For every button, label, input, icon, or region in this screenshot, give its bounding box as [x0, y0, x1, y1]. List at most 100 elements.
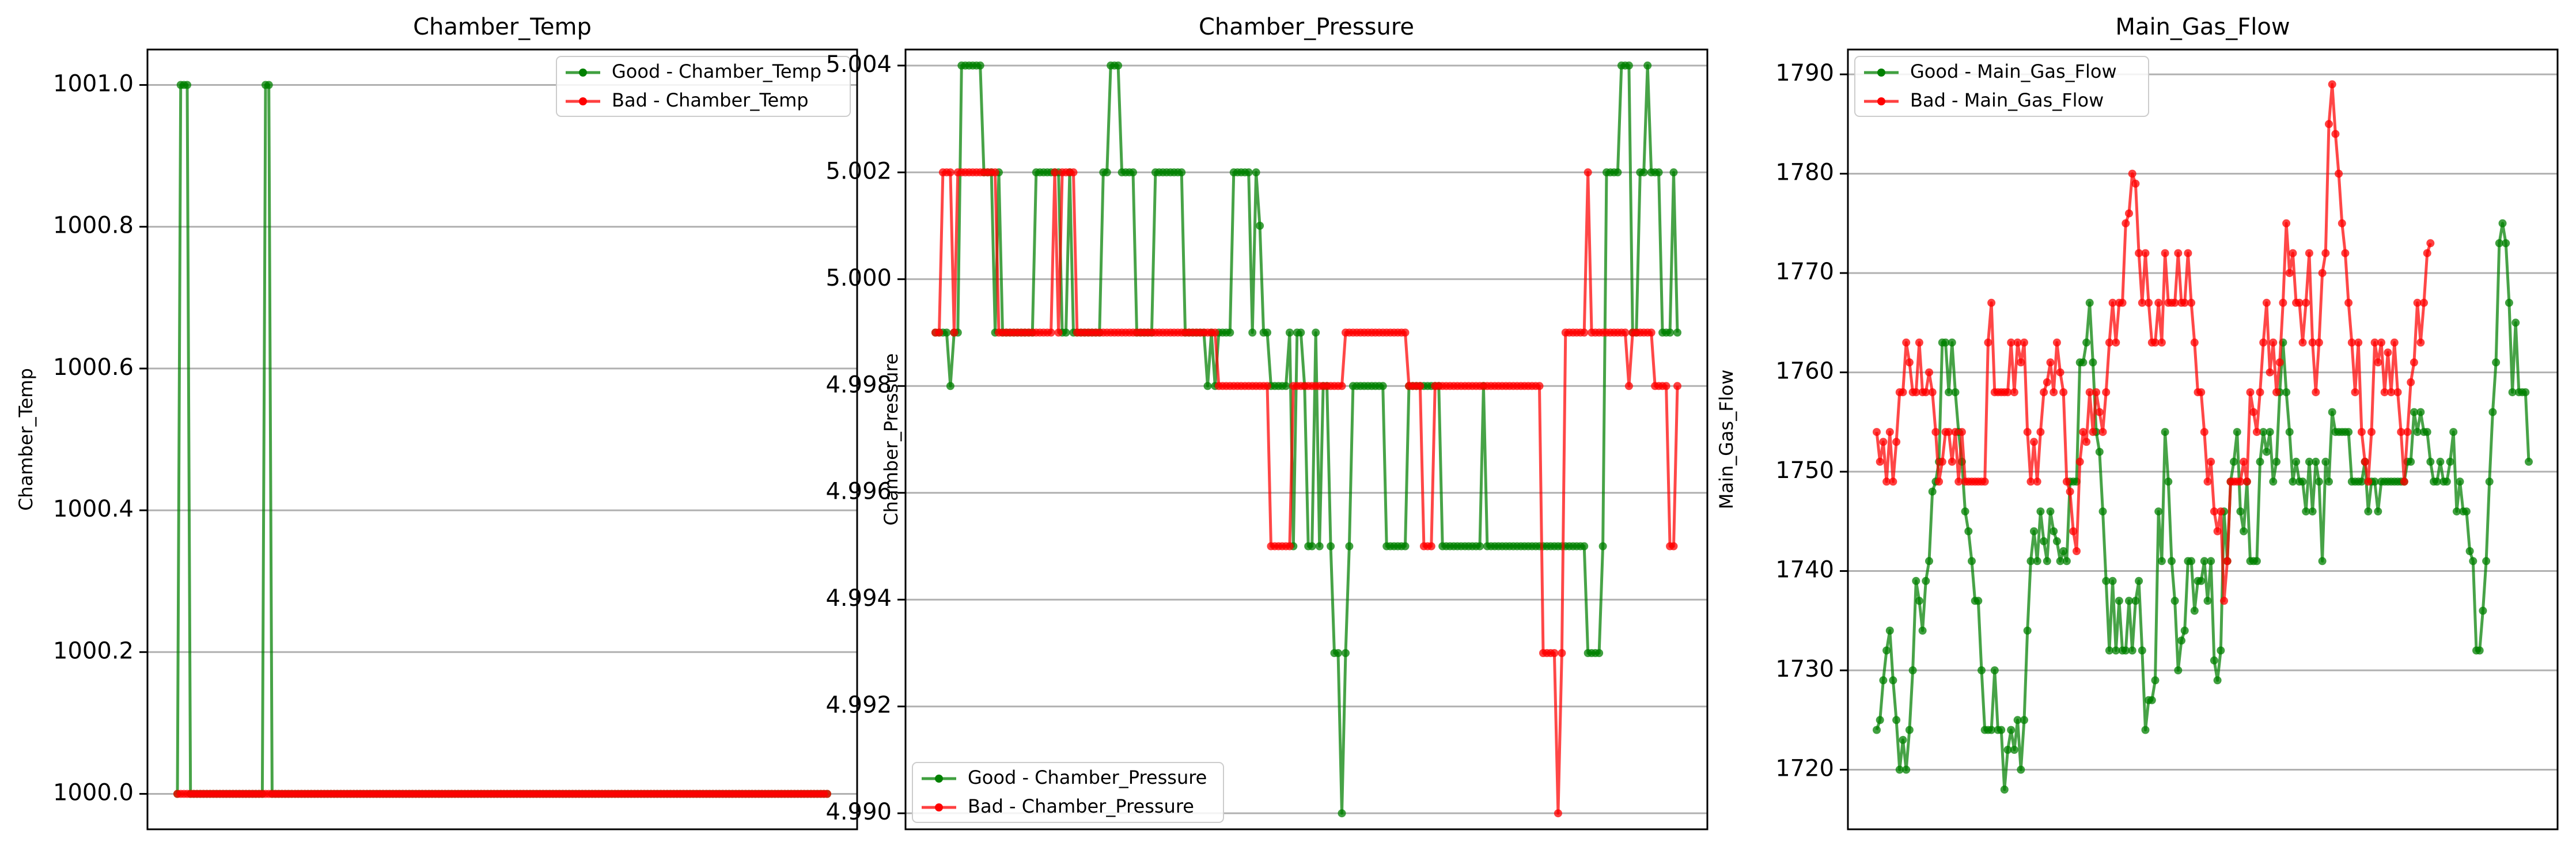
data-point [1550, 649, 1559, 657]
data-point [2105, 646, 2113, 655]
data-point [1312, 328, 1320, 337]
data-point [2200, 557, 2208, 566]
data-point [2370, 477, 2379, 486]
data-point [1177, 168, 1186, 177]
data-point [1315, 542, 1324, 551]
data-point [2505, 298, 2513, 307]
data-point [2449, 428, 2458, 437]
data-point [2085, 388, 2094, 397]
data-point [2249, 408, 2258, 416]
data-point [1308, 542, 1316, 551]
data-point [2462, 507, 2471, 516]
data-point [1621, 328, 1630, 337]
data-point [2374, 507, 2382, 516]
data-point [2184, 249, 2192, 257]
data-point [2282, 219, 2291, 227]
data-point [2344, 298, 2353, 307]
data-point [2089, 428, 2097, 437]
y-tick-label: 4.998 [825, 371, 892, 398]
data-point [2062, 557, 2071, 566]
data-point [2407, 457, 2415, 466]
series-bad-main-gas-flow [1873, 80, 2435, 605]
data-point [2252, 557, 2261, 566]
data-point [2170, 298, 2179, 307]
data-point [2003, 388, 2012, 397]
data-point [1263, 382, 1271, 390]
data-point [2128, 646, 2136, 655]
data-point [2213, 676, 2222, 685]
data-point [2089, 358, 2097, 367]
data-point [2013, 716, 2022, 724]
legend: Good - Chamber_Pressure Bad - Chamber_Pre… [912, 762, 1224, 823]
data-point [2026, 477, 2035, 486]
data-point [1882, 646, 1891, 655]
data-point [2370, 338, 2379, 347]
data-point [1342, 649, 1350, 657]
data-point [2118, 298, 2127, 307]
data-point [2180, 627, 2189, 635]
data-point [1669, 168, 1678, 177]
data-point [2285, 428, 2294, 437]
data-point [1558, 649, 1566, 657]
y-tick-label: 1760 [1775, 358, 1834, 385]
data-point [2262, 298, 2271, 307]
data-point [1889, 477, 1897, 486]
legend-label: Good - Chamber_Pressure [968, 767, 1207, 788]
data-point [2341, 249, 2350, 257]
data-point [2062, 477, 2071, 486]
legend-label: Bad - Main_Gas_Flow [1910, 89, 2104, 111]
data-point [1928, 487, 1937, 496]
legend-entry-good-main-gas-flow: Good - Main_Gas_Flow [1864, 60, 2117, 82]
data-point [2013, 338, 2022, 347]
data-point [2488, 408, 2497, 416]
data-point [1211, 328, 1219, 337]
series-line [176, 84, 827, 795]
axes-frame [904, 48, 1709, 830]
data-point [2289, 477, 2297, 486]
legend-label: Bad - Chamber_Pressure [968, 795, 1194, 817]
data-point [2030, 438, 2038, 446]
y-tick-label: 1000.4 [53, 496, 134, 522]
chart-title: Main_Gas_Flow [2115, 14, 2290, 40]
data-point [2502, 239, 2510, 248]
data-point [2075, 457, 2084, 466]
data-point [1252, 168, 1260, 177]
data-point [1244, 168, 1253, 177]
data-point [2059, 547, 2068, 555]
data-point [2187, 298, 2196, 307]
data-point [2020, 716, 2028, 724]
chart-panel-main-gas-flow: 1720 1730 1740 1750 1760 1770 1780 1790 Main_Gas… [1715, 14, 2559, 830]
data-point [950, 328, 959, 337]
data-point [1666, 328, 1675, 337]
data-point [2344, 428, 2353, 437]
data-point [1624, 61, 1633, 70]
y-tick-label: 4.990 [825, 799, 892, 825]
data-point [1984, 338, 1992, 347]
data-point [2325, 477, 2333, 486]
data-point [2275, 358, 2284, 367]
data-point [2043, 557, 2051, 566]
data-point [2112, 646, 2120, 655]
data-point [2240, 527, 2248, 536]
data-point [2026, 557, 2035, 566]
data-point [1069, 168, 1078, 177]
data-point [2351, 388, 2359, 397]
data-point [1882, 477, 1891, 486]
series-bad-chamber-temp [173, 790, 831, 798]
data-point [2157, 338, 2166, 347]
data-point [2036, 507, 2045, 516]
data-point [1338, 809, 1346, 818]
data-point [1654, 168, 1663, 177]
series-line [1875, 222, 2530, 791]
data-point [2220, 597, 2228, 605]
data-point [2131, 179, 2140, 188]
data-point [1902, 338, 1911, 347]
data-point [1892, 716, 1901, 724]
data-point [2272, 388, 2280, 397]
data-point [1584, 168, 1592, 177]
data-point [2210, 507, 2218, 516]
data-point [1931, 428, 1940, 437]
data-point [1643, 61, 1652, 70]
data-point [946, 168, 954, 177]
data-point [2413, 298, 2422, 307]
